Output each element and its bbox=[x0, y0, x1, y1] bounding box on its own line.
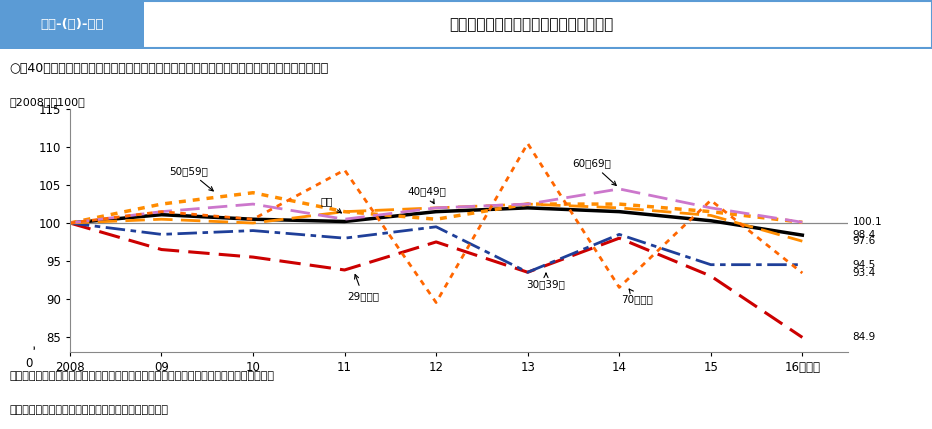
Text: 30〜39歳: 30〜39歳 bbox=[527, 273, 566, 290]
Text: 60〜69歳: 60〜69歳 bbox=[572, 158, 616, 185]
Text: 平均: 平均 bbox=[320, 196, 341, 213]
Text: 第１-(４)-６図: 第１-(４)-６図 bbox=[40, 18, 103, 31]
Text: ○　40歳以上の中高年層と比較して、若年層では平均消費性向が低下傾向で推移している。: ○ 40歳以上の中高年層と比較して、若年層では平均消費性向が低下傾向で推移してい… bbox=[9, 62, 329, 75]
Text: 29歳以下: 29歳以下 bbox=[347, 275, 379, 301]
Text: 40〜49歳: 40〜49歳 bbox=[407, 186, 446, 204]
Text: 93.4: 93.4 bbox=[853, 268, 876, 278]
Text: 94.5: 94.5 bbox=[853, 260, 876, 270]
Text: （2008年＝100）: （2008年＝100） bbox=[9, 97, 85, 107]
Text: 100.1: 100.1 bbox=[853, 217, 883, 227]
Text: 84.9: 84.9 bbox=[853, 332, 876, 342]
Text: 97.6: 97.6 bbox=[853, 236, 876, 246]
Text: 資料出所　総務省統計局「家計調査」をもとに厚生労働省労働政策担当参事官室にて作成: 資料出所 総務省統計局「家計調査」をもとに厚生労働省労働政策担当参事官室にて作成 bbox=[9, 371, 274, 381]
Bar bbox=[0, 1, 144, 48]
Text: 98.4: 98.4 bbox=[853, 230, 876, 240]
Text: 世帯主の年齢階級別平均消費性向の推移: 世帯主の年齢階級別平均消費性向の推移 bbox=[449, 17, 613, 32]
Text: 0: 0 bbox=[25, 356, 33, 370]
Text: （注）　二人以上の世帯のうち勤労者世帯が対象。: （注） 二人以上の世帯のうち勤労者世帯が対象。 bbox=[9, 405, 169, 415]
Text: 50〜59歳: 50〜59歳 bbox=[170, 166, 213, 191]
Text: 70歳以上: 70歳以上 bbox=[622, 289, 653, 305]
